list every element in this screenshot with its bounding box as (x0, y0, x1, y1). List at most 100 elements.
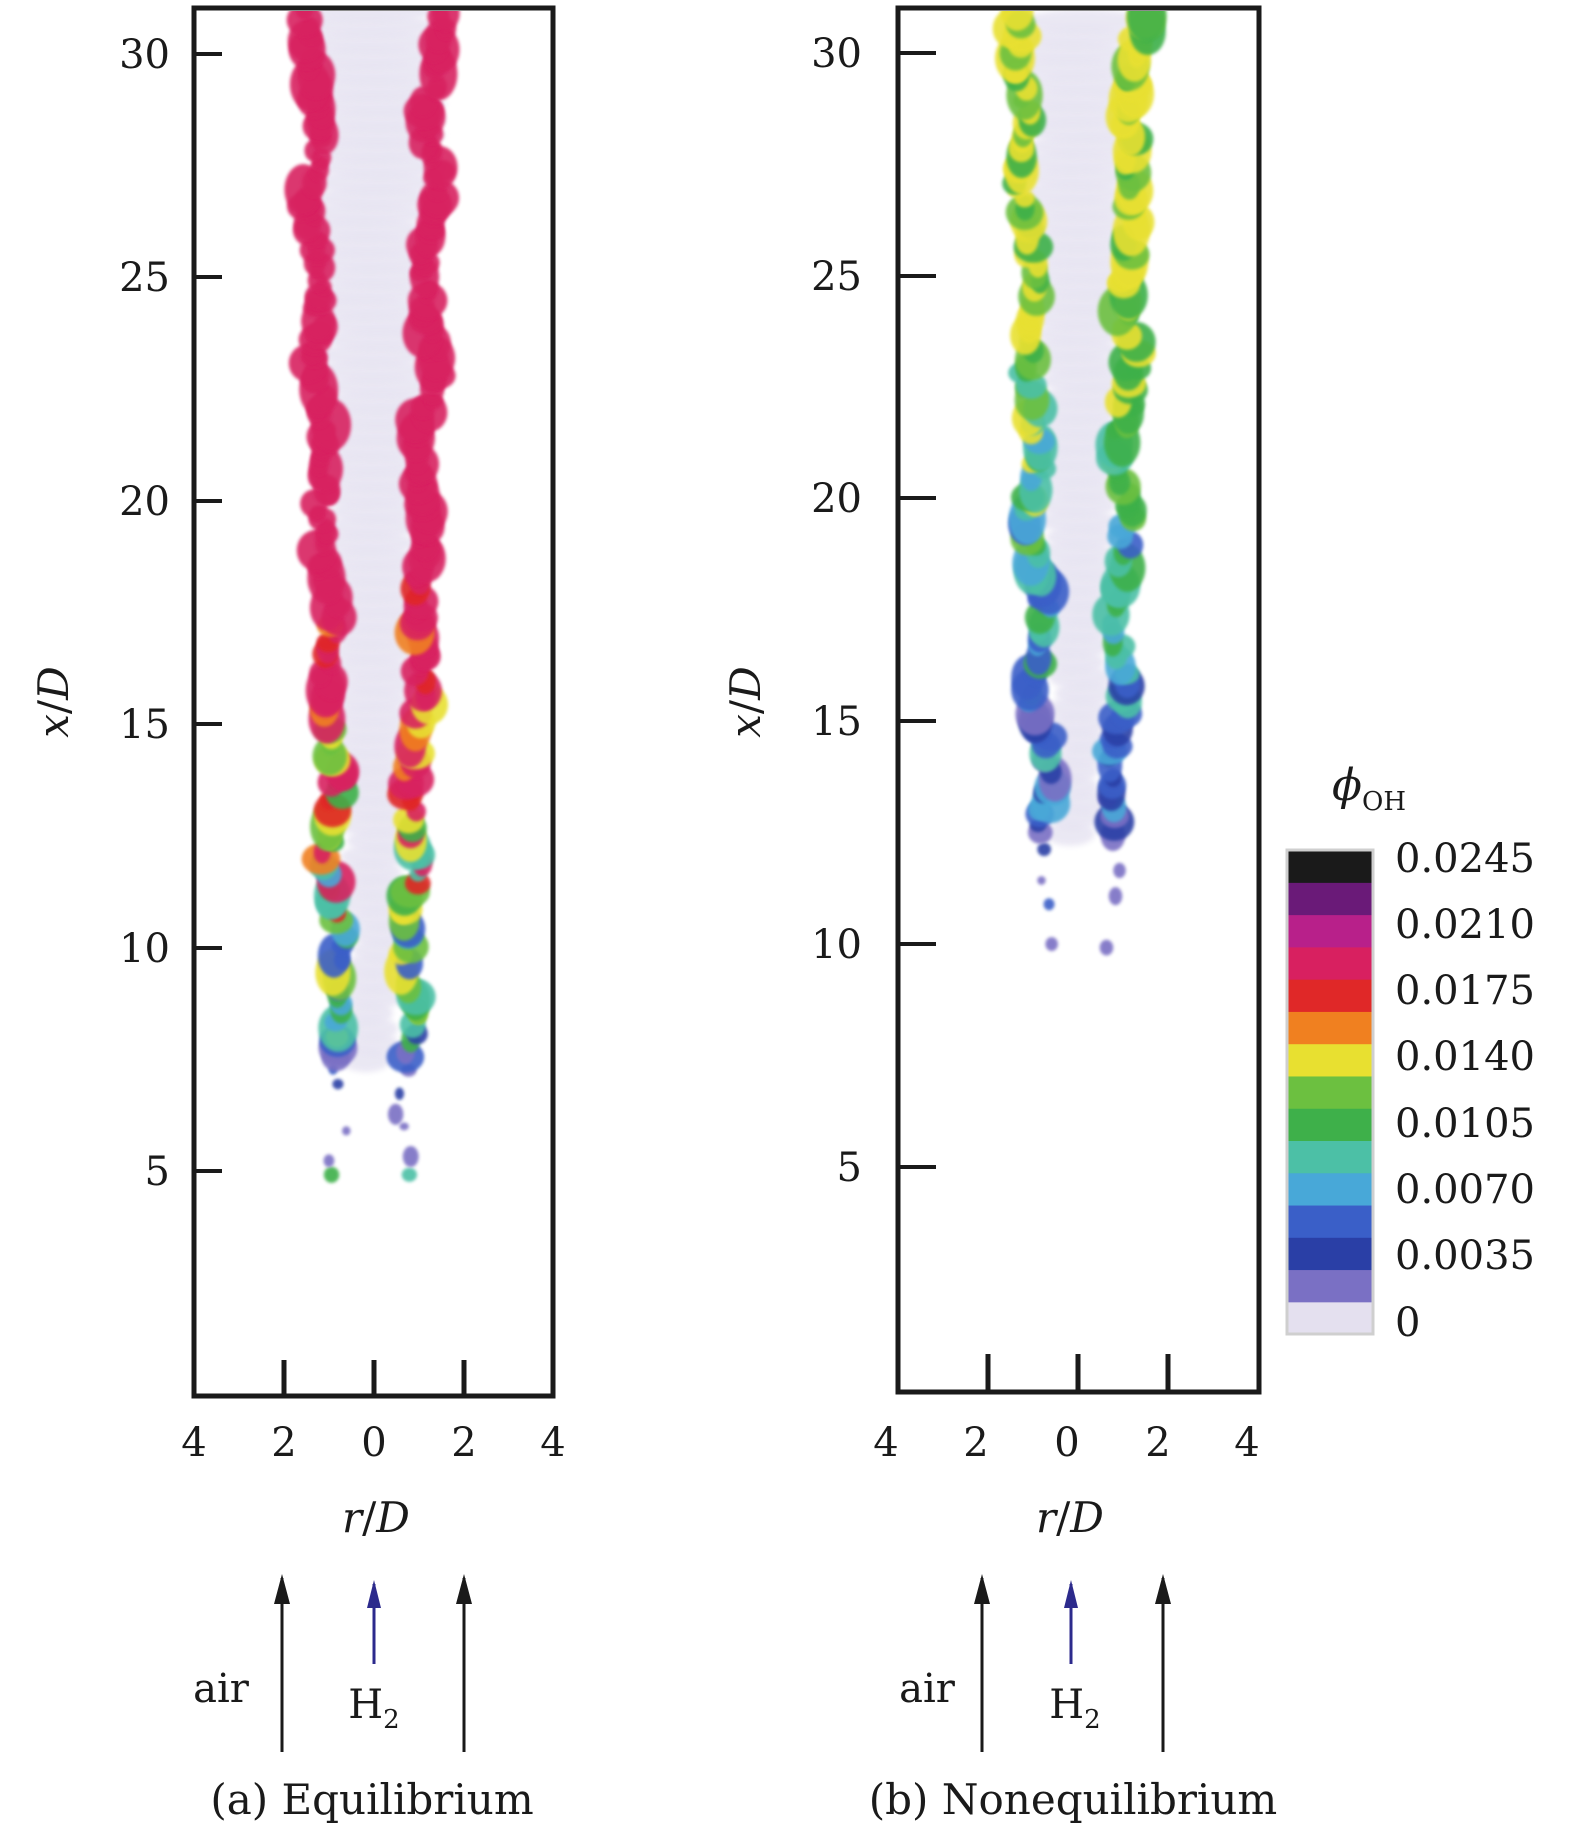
colorbar-band (1287, 1075, 1373, 1109)
y-tick-label: 10 (119, 926, 170, 972)
x-tick-label: 2 (1145, 1420, 1170, 1466)
panel-a-caption: (a) Equilibrium (210, 1775, 533, 1824)
y-tick-label: 5 (837, 1145, 862, 1191)
flame-blob (1113, 862, 1126, 879)
x-tick-label: 4 (181, 1420, 206, 1466)
panel-b-x-axis-label: r/D (1036, 1493, 1104, 1542)
y-tick-label: 10 (811, 922, 862, 968)
flame-blob (1037, 876, 1046, 885)
fuel-arrowhead (1064, 1580, 1078, 1608)
flame-blob (323, 1154, 335, 1168)
colorbar-frame (1285, 848, 1375, 1336)
flame-blob (1108, 887, 1123, 906)
panel-b-y-ticks (898, 51, 936, 1169)
flame-blob (323, 1166, 340, 1183)
y-tick-label: 30 (119, 32, 170, 78)
flame-blob (1037, 842, 1052, 857)
panel-a-x-tick-labels: 4 2 0 2 4 (181, 1420, 565, 1466)
colorbar-band (1287, 1237, 1373, 1271)
flame-blob (1099, 939, 1114, 956)
fuel-label: H2 (1049, 1682, 1100, 1735)
x-tick-label: 0 (361, 1420, 386, 1466)
colorbar-band (1287, 1043, 1373, 1077)
air-arrowhead-left (274, 1574, 290, 1604)
colorbar-bands (1287, 850, 1373, 1335)
panel-a-y-tick-labels: 5 10 15 20 25 30 (119, 32, 170, 1195)
colorbar-band (1287, 850, 1373, 883)
x-tick-label: 2 (963, 1420, 988, 1466)
flame-blob (295, 11, 313, 20)
colorbar-band (1287, 1301, 1373, 1335)
panel-a-inflow: air H2 (193, 1574, 472, 1752)
colorbar-band (1287, 914, 1373, 948)
colorbar: ϕOH 0.0245 0.0210 0.0175 0.0140 0.0105 0… (1285, 760, 1535, 1346)
panel-a-x-axis-label: r/D (342, 1493, 410, 1542)
y-tick-label: 20 (811, 476, 862, 522)
colorbar-tick-label: 0.0175 (1395, 968, 1535, 1014)
fuel-arrowhead (367, 1580, 381, 1608)
colorbar-band (1287, 1172, 1373, 1206)
flame-blob (342, 1126, 351, 1136)
flame-blob (1045, 937, 1058, 952)
panel-b-y-axis-label: x/D (721, 666, 770, 738)
panel-b-y-tick-labels: 5 10 15 20 25 30 (811, 31, 862, 1191)
colorbar-tick-label: 0.0140 (1395, 1034, 1535, 1080)
core-blob (294, 11, 439, 23)
flame-blob (286, 11, 323, 37)
y-tick-label: 25 (119, 255, 170, 301)
colorbar-tick-label: 0.0070 (1395, 1167, 1535, 1213)
air-arrowhead-right (456, 1574, 472, 1604)
panel-b: 5 10 15 20 25 30 4 2 0 2 4 r/D x/D (721, 5, 1277, 1824)
fuel-label: H2 (348, 1682, 399, 1735)
x-tick-label: 0 (1054, 1420, 1079, 1466)
air-arrowhead-right (1155, 1574, 1171, 1604)
panel-b-caption: (b) Nonequilibrium (869, 1775, 1277, 1824)
air-label: air (899, 1666, 956, 1712)
flame-blob (432, 11, 460, 32)
colorbar-tick-label: 0.0245 (1395, 836, 1535, 882)
panel-b-inflow: air H2 (899, 1574, 1171, 1752)
colorbar-band (1287, 1269, 1373, 1303)
flame-blob (1126, 11, 1167, 43)
colorbar-tick-label: 0 (1395, 1300, 1420, 1346)
flame-blob (394, 1087, 405, 1100)
x-tick-label: 4 (1234, 1420, 1259, 1466)
y-tick-label: 15 (811, 699, 862, 745)
flame-blob (1000, 11, 1034, 31)
y-tick-label: 20 (119, 479, 170, 525)
x-tick-label: 2 (271, 1420, 296, 1466)
air-arrowhead-left (974, 1574, 990, 1604)
colorbar-band (1287, 882, 1373, 916)
panel-a-y-axis-label: x/D (29, 666, 78, 738)
colorbar-title: ϕOH (1332, 760, 1406, 817)
x-tick-label: 2 (451, 1420, 476, 1466)
panel-b-x-tick-labels: 4 2 0 2 4 (873, 1420, 1259, 1466)
panel-a: 5 10 15 20 25 30 4 2 0 2 4 r/D x/D (29, 5, 566, 1824)
colorbar-band (1287, 1140, 1373, 1174)
colorbar-tick-labels: 0.0245 0.0210 0.0175 0.0140 0.0105 0.007… (1395, 836, 1535, 1346)
y-tick-label: 30 (811, 31, 862, 77)
colorbar-band (1287, 1204, 1373, 1238)
flame-blob (1043, 898, 1055, 911)
x-tick-label: 4 (540, 1420, 565, 1466)
colorbar-band (1287, 946, 1373, 980)
colorbar-tick-label: 0.0105 (1395, 1101, 1535, 1147)
flame-blob (402, 1145, 419, 1168)
panel-b-field (992, 11, 1167, 956)
x-tick-label: 4 (873, 1420, 898, 1466)
colorbar-tick-label: 0.0210 (1395, 902, 1535, 948)
flame-blob (399, 1122, 409, 1131)
panel-b-x-ticks (985, 1354, 1171, 1392)
colorbar-band (1287, 1108, 1373, 1141)
y-tick-label: 15 (119, 702, 170, 748)
colorbar-tick-label: 0.0035 (1395, 1233, 1535, 1279)
colorbar-band (1287, 979, 1373, 1012)
flame-blob (387, 1103, 404, 1125)
flame-blob (332, 1078, 344, 1090)
air-label: air (193, 1666, 250, 1712)
y-tick-label: 5 (145, 1149, 170, 1195)
panel-a-x-ticks (281, 1360, 467, 1396)
panel-a-field (284, 11, 460, 1183)
panel-a-y-ticks (194, 52, 222, 1173)
